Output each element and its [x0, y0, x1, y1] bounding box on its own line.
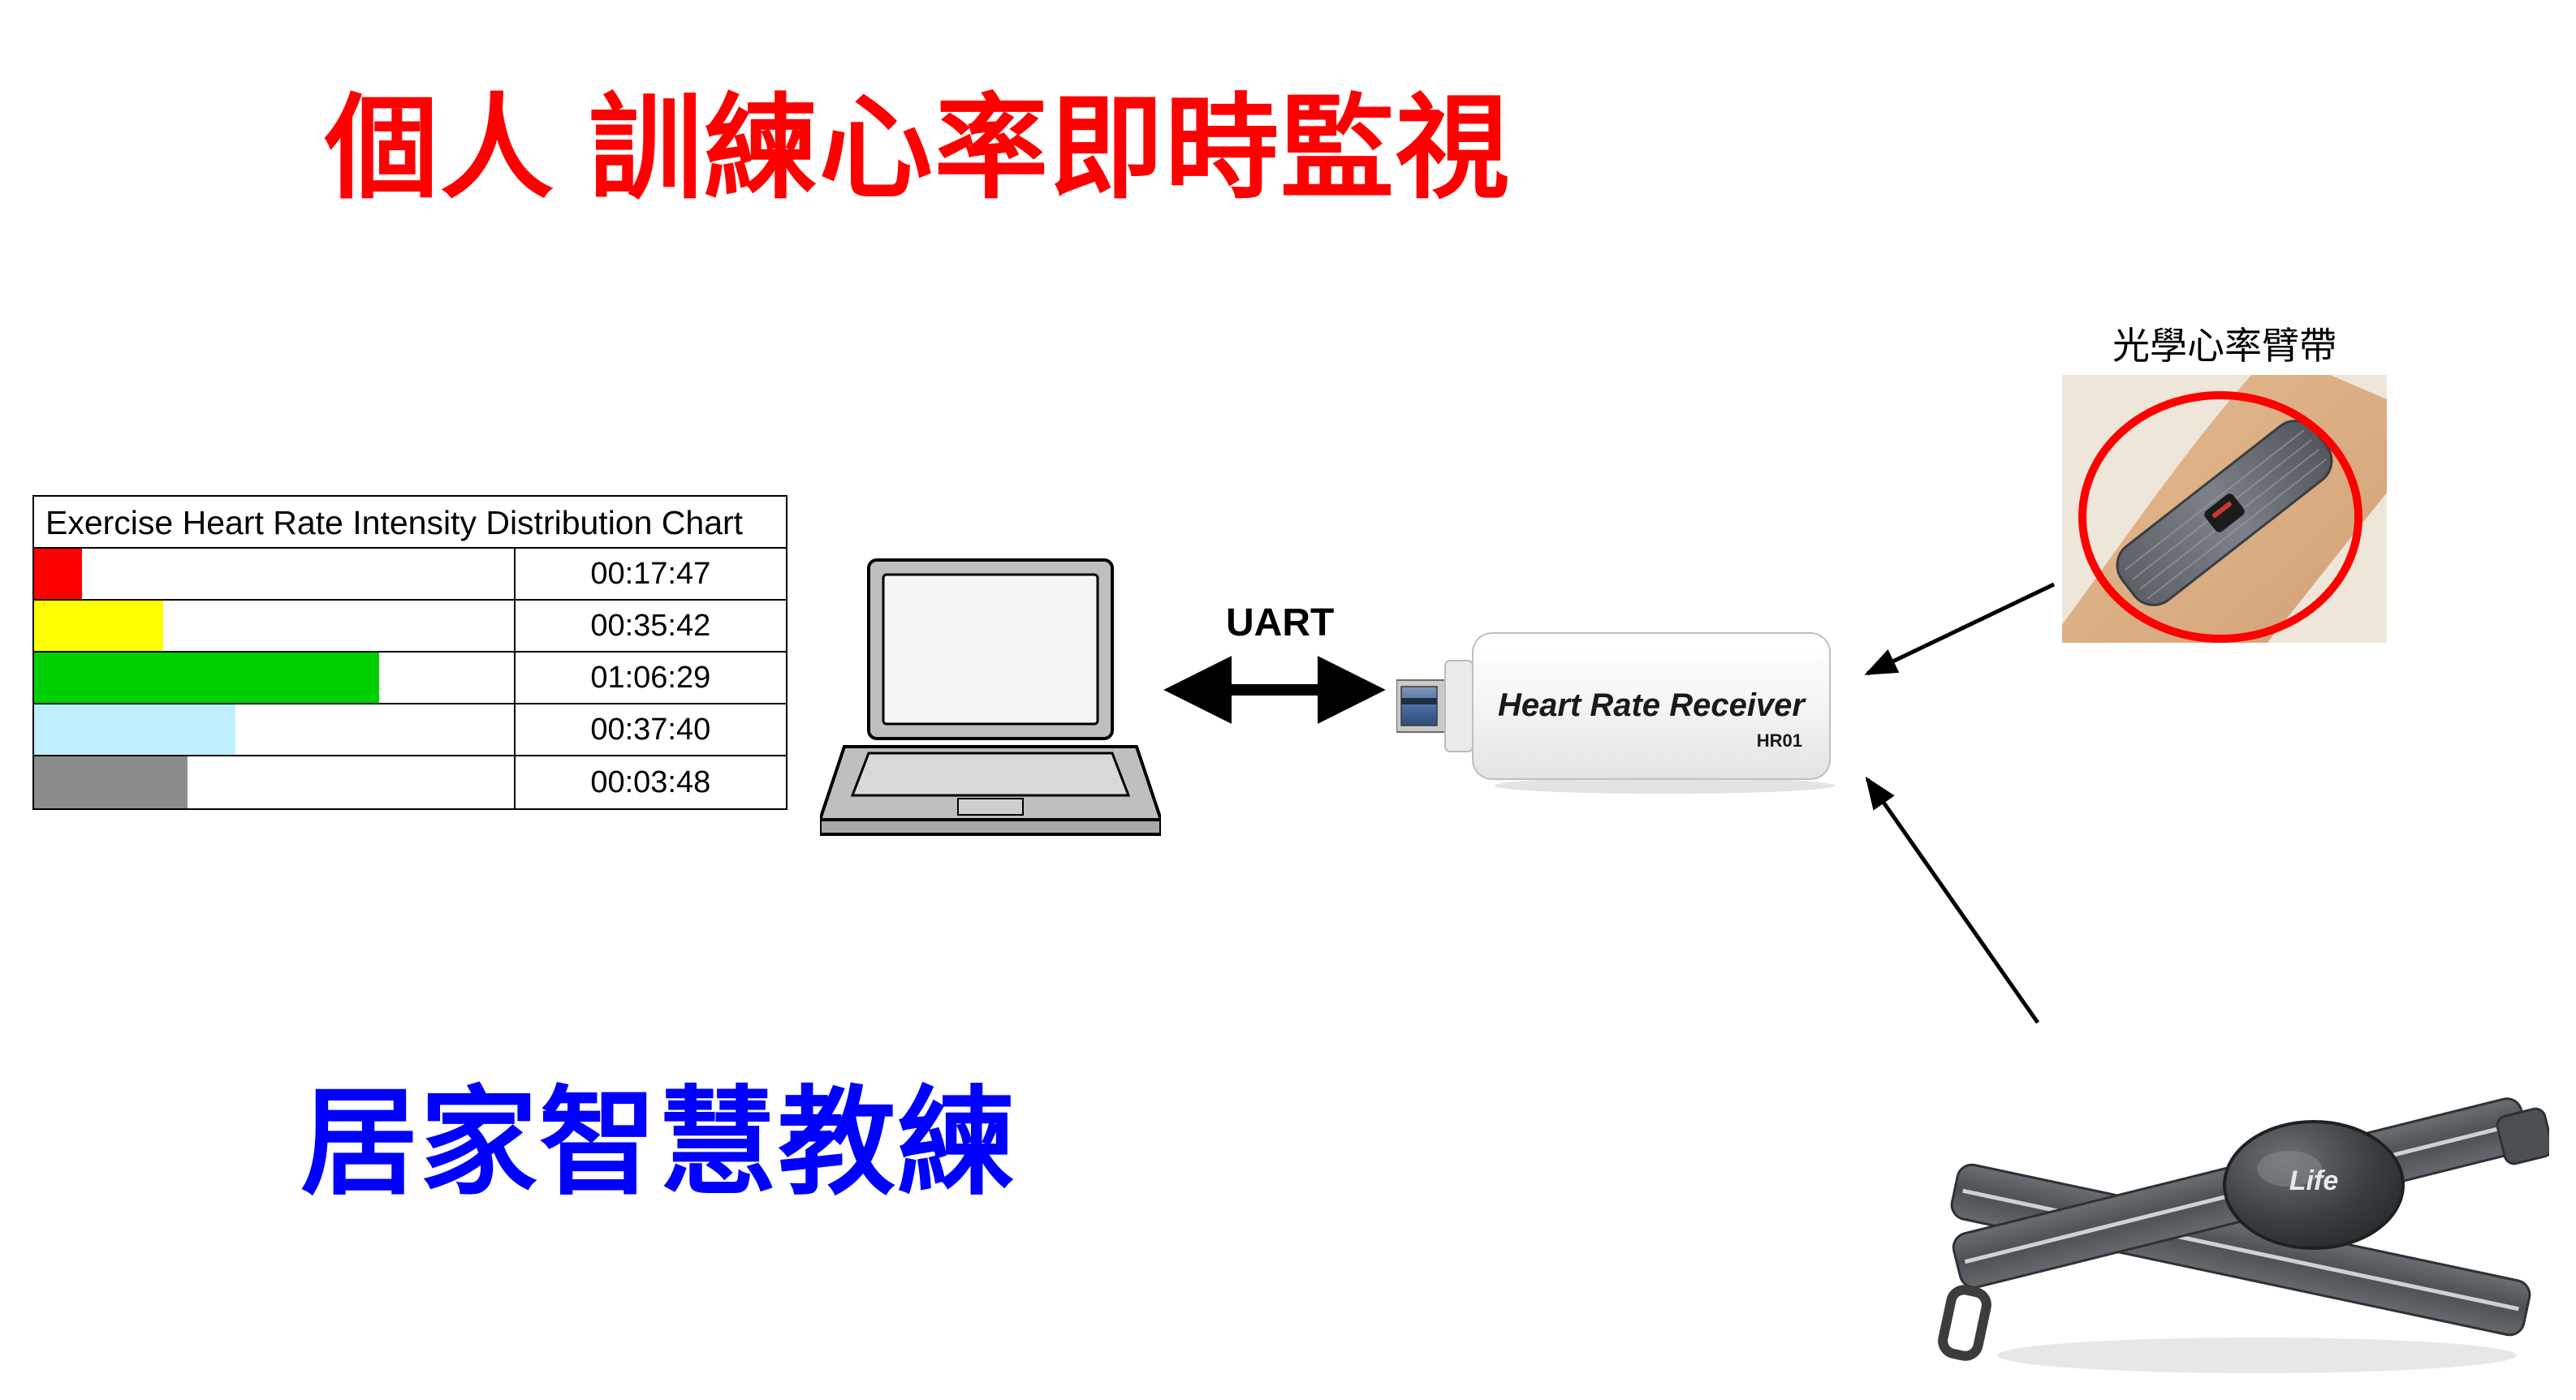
heart-rate-receiver: Heart Rate Receiver HR01 [1396, 617, 1835, 795]
optical-armband: 光學心率臂帶 [2062, 317, 2387, 643]
armband-caption: 光學心率臂帶 [2062, 317, 2387, 370]
diagram-stage: 個人 訓練心率即時監視 居家智慧教練 Exercise Heart Rate I… [0, 0, 2576, 1400]
cheststrap-arrow [1867, 779, 2038, 1023]
receiver-title: Heart Rate Receiver [1498, 687, 1806, 723]
pod-label: Life [2289, 1165, 2338, 1196]
chest-strap: Life [1932, 1039, 2549, 1380]
receiver-subtitle: HR01 [1757, 730, 1802, 751]
armband-arrow [1867, 584, 2054, 674]
